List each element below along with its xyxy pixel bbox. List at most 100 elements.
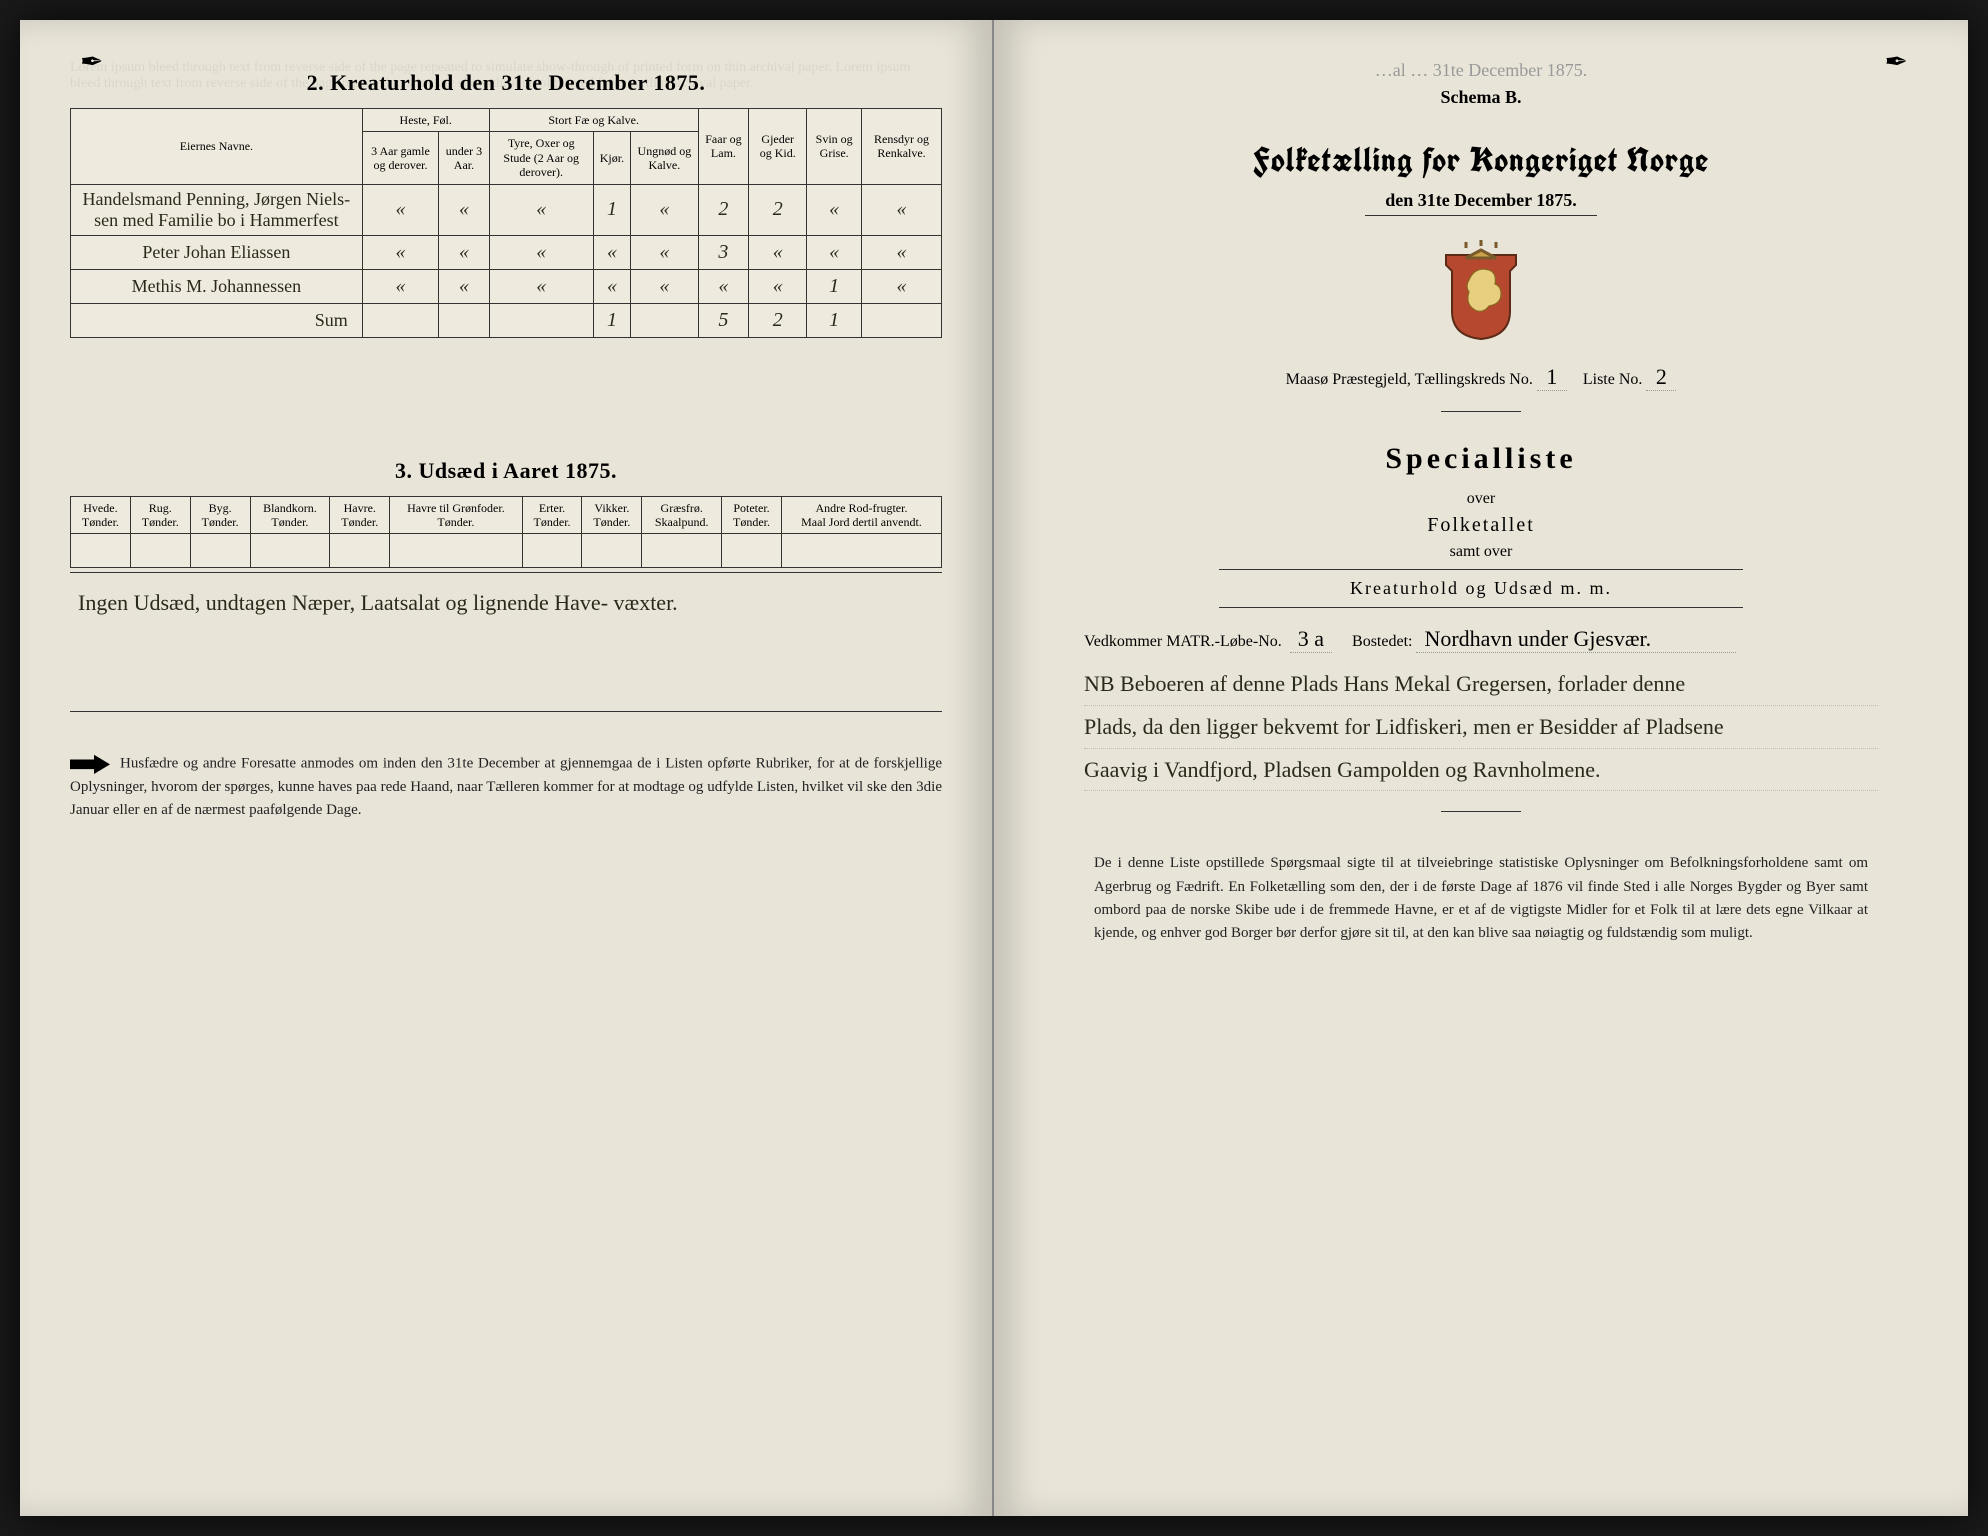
data-cell: «	[698, 269, 749, 303]
data-cell: 1	[593, 184, 630, 235]
section2-title: 2. Kreaturhold den 31te December 1875.	[70, 70, 942, 96]
owner-cell: Methis M. Johannessen	[71, 269, 363, 303]
data-cell: 1	[807, 269, 862, 303]
col-goats: Gjeder og Kid.	[749, 109, 807, 185]
matr-label: Vedkommer MATR.-Løbe-No.	[1084, 633, 1282, 650]
data-cell: «	[593, 235, 630, 269]
seed-cell	[722, 534, 782, 568]
seed-col-header: Havre. Tønder.	[330, 496, 390, 534]
seed-cell	[71, 534, 131, 568]
schema-label: Schema B.	[1044, 87, 1918, 108]
col-pigs: Svin og Grise.	[807, 109, 862, 185]
data-cell: «	[593, 269, 630, 303]
data-cell: «	[807, 184, 862, 235]
bottom-paragraph: De i denne Liste opstillede Spørgsmaal s…	[1094, 852, 1868, 945]
col-sheep: Faar og Lam.	[698, 109, 749, 185]
data-cell: 2	[749, 303, 807, 337]
data-cell: «	[749, 269, 807, 303]
bostedet-value: Nordhavn under Gjesvær.	[1416, 626, 1736, 653]
sub-h5: Ungnød og Kalve.	[631, 132, 699, 184]
data-cell: «	[489, 184, 593, 235]
col-reindeer: Rensdyr og Renkalve.	[862, 109, 942, 185]
left-footnote: Husfædre og andre Foresatte anmodes om i…	[70, 752, 942, 821]
seed-col-header: Hvede. Tønder.	[71, 496, 131, 534]
data-cell: «	[489, 235, 593, 269]
coat-of-arms-icon	[1436, 240, 1526, 340]
bostedet-label: Bostedet:	[1352, 633, 1412, 650]
col-cattle: Stort Fæ og Kalve.	[489, 109, 698, 132]
data-cell: «	[807, 235, 862, 269]
data-cell	[862, 303, 942, 337]
faint-mirror: …al … 31te December 1875.	[1044, 60, 1918, 81]
seed-cell	[781, 534, 941, 568]
data-cell: «	[862, 269, 942, 303]
owner-header: Eiernes Navne.	[71, 109, 363, 185]
sub-h3: Tyre, Oxer og Stude (2 Aar og derover).	[489, 132, 593, 184]
table-row: Handelsmand Penning, Jørgen Niels- sen m…	[71, 184, 942, 235]
rule-3	[1219, 607, 1743, 608]
seed-col-header: Vikker. Tønder.	[582, 496, 642, 534]
footnote-text: Husfædre og andre Foresatte anmodes om i…	[70, 756, 942, 818]
owner-cell: Handelsmand Penning, Jørgen Niels- sen m…	[71, 184, 363, 235]
livestock-table: Eiernes Navne. Heste, Føl. Stort Fæ og K…	[70, 108, 942, 338]
seed-col-header: Andre Rod-frugter. Maal Jord dertil anve…	[781, 496, 941, 534]
seed-col-header: Erter. Tønder.	[522, 496, 582, 534]
data-cell	[631, 303, 699, 337]
data-cell: «	[439, 269, 489, 303]
nb-line-1: NB Beboeren af denne Plads Hans Mekal Gr…	[1084, 663, 1878, 706]
parish-label: Maasø Præstegjeld, Tællingskreds No.	[1286, 371, 1533, 388]
specialliste-title: Specialliste	[1044, 442, 1918, 476]
seed-cell	[250, 534, 330, 568]
seed-cell	[130, 534, 190, 568]
data-cell: 1	[593, 303, 630, 337]
section3-title: 3. Udsæd i Aaret 1875.	[70, 458, 942, 484]
rule-1	[1441, 411, 1521, 412]
ink-mark-right: ✒	[1885, 45, 1908, 79]
matr-no: 3 a	[1290, 626, 1332, 653]
data-cell: «	[862, 235, 942, 269]
data-cell	[489, 303, 593, 337]
data-cell: «	[631, 269, 699, 303]
right-page: ✒ …al … 31te December 1875. Schema B. Fo…	[994, 20, 1968, 1516]
data-cell: 3	[698, 235, 749, 269]
data-cell: «	[439, 235, 489, 269]
table-row: Methis M. Johannessen«««««««1«	[71, 269, 942, 303]
seed-cell	[330, 534, 390, 568]
parish-line: Maasø Præstegjeld, Tællingskreds No. 1 L…	[1044, 364, 1918, 391]
folketallet-label: Folketallet	[1044, 514, 1918, 537]
seed-cell	[522, 534, 582, 568]
ink-mark-left: ✒	[80, 45, 103, 79]
sub-h1: 3 Aar gamle og derover.	[362, 132, 438, 184]
nb-line-2: Plads, da den ligger bekvemt for Lidfisk…	[1084, 706, 1878, 749]
seed-col-header: Poteter. Tønder.	[722, 496, 782, 534]
census-date: den 31te December 1875.	[1365, 190, 1597, 216]
nb-block: NB Beboeren af denne Plads Hans Mekal Gr…	[1084, 663, 1878, 791]
seed-cell	[190, 534, 250, 568]
data-cell: «	[362, 235, 438, 269]
matr-line: Vedkommer MATR.-Løbe-No. 3 a Bostedet: N…	[1084, 626, 1878, 653]
sub-h2: under 3 Aar.	[439, 132, 489, 184]
samt-label: samt over	[1044, 543, 1918, 561]
notes-box: Ingen Udsæd, undtagen Næper, Laatsalat o…	[70, 572, 942, 712]
seed-cell	[582, 534, 642, 568]
seed-table: Hvede. Tønder.Rug. Tønder.Byg. Tønder.Bl…	[70, 496, 942, 569]
data-cell: «	[362, 269, 438, 303]
seed-cell	[390, 534, 522, 568]
col-horses: Heste, Føl.	[362, 109, 489, 132]
seed-cell	[642, 534, 722, 568]
data-cell	[439, 303, 489, 337]
census-title: Folketælling for Kongeriget Norge	[1044, 138, 1918, 182]
seed-col-header: Græsfrø. Skaalpund.	[642, 496, 722, 534]
table-row: Sum1521	[71, 303, 942, 337]
owner-cell: Sum	[71, 303, 363, 337]
rule-2	[1219, 569, 1743, 570]
nb-line-3: Gaavig i Vandfjord, Pladsen Gampolden og…	[1084, 749, 1878, 792]
data-cell: «	[489, 269, 593, 303]
rule-4	[1441, 811, 1521, 812]
kreds-no: 1	[1537, 364, 1567, 391]
seed-col-header: Rug. Tønder.	[130, 496, 190, 534]
notes-handwriting: Ingen Udsæd, undtagen Næper, Laatsalat o…	[78, 583, 934, 623]
left-page: ✒ 2. Kreaturhold den 31te December 1875.…	[20, 20, 994, 1516]
data-cell: «	[439, 184, 489, 235]
data-cell: «	[631, 184, 699, 235]
